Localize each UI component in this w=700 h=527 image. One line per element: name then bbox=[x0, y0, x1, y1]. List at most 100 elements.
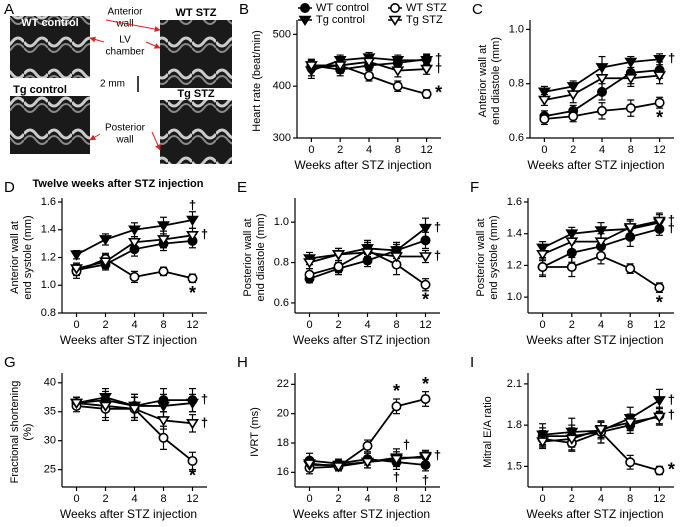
marker bbox=[536, 437, 550, 448]
marker bbox=[654, 97, 665, 108]
marker bbox=[362, 440, 373, 451]
marker bbox=[99, 257, 112, 268]
legend-marker bbox=[388, 15, 402, 27]
x-tick-label: 2 bbox=[569, 319, 575, 331]
marker bbox=[595, 73, 609, 85]
arrow bbox=[145, 41, 161, 49]
y-tick-label: 0.8 bbox=[41, 307, 56, 319]
marker bbox=[390, 454, 403, 466]
x-tick-label: 8 bbox=[160, 319, 166, 331]
x-axis-label: Weeks after STZ injection bbox=[527, 158, 664, 172]
marker bbox=[566, 247, 577, 258]
marker bbox=[539, 114, 550, 125]
y-axis-label: end diastole (mm) bbox=[255, 213, 267, 301]
marker bbox=[70, 250, 83, 261]
x-tick-label: 12 bbox=[420, 144, 432, 156]
marker bbox=[419, 223, 432, 235]
legend-label: WT control bbox=[316, 2, 369, 14]
image-label: WT STZ bbox=[176, 7, 217, 19]
x-tick-label: 0 bbox=[540, 319, 546, 331]
panel-label: D bbox=[4, 179, 15, 196]
marker bbox=[565, 427, 579, 439]
y-tick-label: 2.1 bbox=[507, 378, 522, 390]
annotation: † bbox=[668, 212, 675, 227]
marker bbox=[536, 430, 550, 441]
panel-label: F bbox=[470, 179, 479, 196]
marker bbox=[420, 55, 434, 67]
x-tick-label: 12 bbox=[653, 144, 665, 156]
y-tick-label: 30 bbox=[44, 435, 56, 447]
annotation: * bbox=[668, 459, 675, 479]
x-tick-label: 0 bbox=[541, 144, 547, 156]
marker bbox=[420, 235, 431, 246]
marker bbox=[625, 263, 636, 274]
y-tick-label: 1.8 bbox=[507, 419, 522, 431]
x-tick-label: 2 bbox=[335, 319, 341, 331]
marker bbox=[158, 432, 169, 443]
marker bbox=[654, 282, 665, 293]
panel-label: C bbox=[472, 1, 483, 18]
marker bbox=[537, 95, 551, 107]
y-tick-label: 18 bbox=[277, 437, 289, 449]
marker bbox=[391, 66, 405, 77]
marker bbox=[362, 57, 376, 68]
annotation: † bbox=[403, 437, 410, 452]
marker bbox=[623, 418, 637, 429]
annotation: † bbox=[434, 220, 441, 235]
chart-panel: I 1.5 1.8 2.1 0 2 4 8 12 Weeks after STZ injectio… bbox=[470, 354, 675, 521]
x-tick-label: 12 bbox=[186, 493, 198, 505]
x-tick-label: 4 bbox=[364, 493, 370, 505]
marker bbox=[420, 279, 431, 290]
marker bbox=[157, 401, 170, 412]
anatomy-label: Posterior bbox=[105, 123, 146, 134]
panel-label: A bbox=[4, 1, 14, 18]
anatomy-label: wall bbox=[115, 19, 133, 30]
marker bbox=[332, 250, 345, 261]
x-tick-label: 0 bbox=[306, 319, 312, 331]
y-tick-label: 40 bbox=[44, 377, 56, 389]
marker bbox=[128, 237, 141, 249]
x-tick-label: 8 bbox=[628, 144, 634, 156]
marker bbox=[332, 462, 345, 473]
marker bbox=[333, 261, 344, 272]
image-label: Tg control bbox=[13, 84, 67, 96]
y-tick-label: 1.2 bbox=[507, 259, 522, 271]
legend-marker bbox=[299, 3, 310, 13]
x-tick-label: 8 bbox=[160, 493, 166, 505]
y-tick-label: 300 bbox=[273, 132, 291, 144]
annotation: † bbox=[668, 392, 675, 407]
y-tick-label: 0.6 bbox=[509, 132, 524, 144]
annotation: † bbox=[422, 472, 429, 487]
marker bbox=[361, 457, 374, 469]
arrow bbox=[151, 131, 161, 151]
chart-panel: D 0.8 1.0 1.2 1.4 1.6 0 2 4 8 12 Weeks after STZ in… bbox=[4, 179, 208, 347]
x-tick-label: 4 bbox=[131, 319, 137, 331]
x-axis-label: Weeks after STZ injection bbox=[293, 507, 430, 521]
y-axis-label: Fractional shortening bbox=[9, 381, 21, 484]
x-tick-label: 8 bbox=[393, 493, 399, 505]
legend-label: WT STZ bbox=[406, 2, 447, 14]
x-tick-label: 2 bbox=[569, 493, 575, 505]
marker bbox=[186, 398, 199, 410]
marker bbox=[565, 237, 579, 248]
legend-marker bbox=[298, 15, 312, 27]
panel-label: G bbox=[4, 354, 16, 371]
marker bbox=[652, 412, 666, 423]
x-axis-label: Weeks after STZ injection bbox=[294, 158, 431, 172]
echo-image bbox=[160, 20, 232, 88]
echo-image bbox=[10, 16, 90, 78]
marker bbox=[623, 223, 637, 234]
x-tick-label: 0 bbox=[73, 319, 79, 331]
annotation: † bbox=[435, 61, 442, 76]
y-tick-label: 20 bbox=[277, 408, 289, 420]
x-axis-label: Weeks after STZ injection bbox=[60, 333, 197, 347]
caption: Twelve weeks after STZ injection bbox=[33, 178, 204, 190]
y-tick-label: 1.2 bbox=[41, 251, 56, 263]
x-tick-label: 4 bbox=[366, 144, 372, 156]
marker bbox=[625, 103, 636, 114]
x-tick-label: 8 bbox=[627, 319, 633, 331]
anatomy-label: Anterior bbox=[107, 7, 143, 18]
y-tick-label: 0.8 bbox=[274, 256, 289, 268]
y-tick-label: 1.6 bbox=[507, 196, 522, 208]
